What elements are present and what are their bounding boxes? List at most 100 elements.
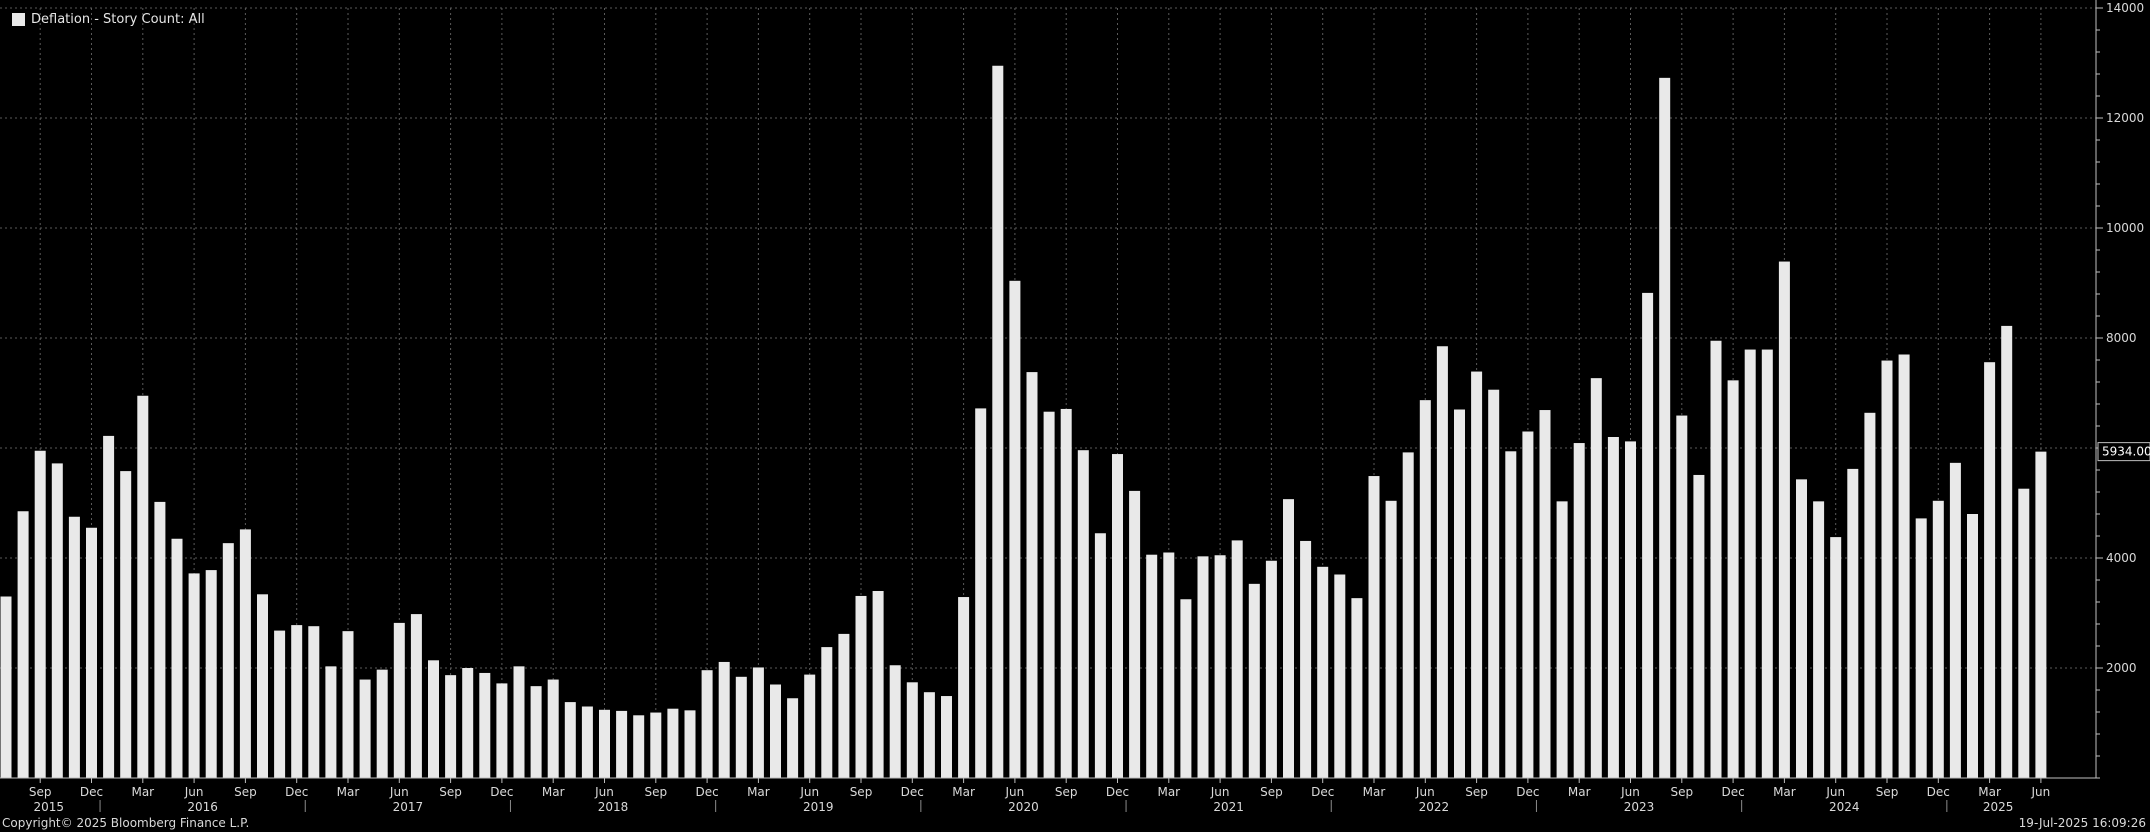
bar <box>821 647 833 778</box>
bar <box>1607 437 1619 778</box>
x-month-label: Mar <box>1363 785 1386 799</box>
x-month-label: Jun <box>389 785 409 799</box>
last-value-box <box>2097 442 2150 462</box>
bar <box>513 666 525 778</box>
x-month-label: Sep <box>1260 785 1283 799</box>
bar <box>239 529 251 778</box>
bar <box>479 672 491 778</box>
bar <box>1214 555 1226 778</box>
bar <box>1454 409 1465 778</box>
bar <box>1830 537 1842 778</box>
x-month-label: Mar <box>131 785 154 799</box>
x-year-label: 2019 <box>803 800 834 814</box>
bar <box>1402 452 1414 778</box>
x-month-label: Jun <box>1825 785 1845 799</box>
bar <box>1009 280 1021 778</box>
x-month-label: Jun <box>594 785 614 799</box>
bar <box>376 669 388 778</box>
x-month-label: Dec <box>695 785 718 799</box>
y-tick-label: 10000 <box>2106 221 2144 235</box>
x-month-label: Sep <box>850 785 873 799</box>
x-month-label: Sep <box>1876 785 1899 799</box>
bar <box>1351 598 1363 778</box>
x-year-label: 2015 <box>33 800 64 814</box>
bar <box>1522 431 1534 778</box>
y-tick-label: 8000 <box>2106 331 2137 345</box>
x-month-label: Dec <box>1516 785 1539 799</box>
bar <box>393 622 405 778</box>
bar <box>1129 490 1141 778</box>
bar <box>2035 451 2047 778</box>
bar <box>86 527 97 778</box>
x-month-label: Dec <box>285 785 308 799</box>
bar <box>274 630 286 778</box>
bar <box>2001 325 2013 778</box>
bar <box>428 660 439 778</box>
x-month-label: Dec <box>1927 785 1950 799</box>
x-month-label: Mar <box>1773 785 1796 799</box>
bar <box>1693 474 1705 778</box>
bar <box>1864 412 1876 778</box>
bar <box>1796 479 1807 778</box>
bar <box>735 676 747 778</box>
y-tick-label: 4000 <box>2106 551 2137 565</box>
x-month-label: Dec <box>1311 785 1334 799</box>
x-month-label: Mar <box>747 785 770 799</box>
bar <box>1539 410 1551 778</box>
x-month-label: Sep <box>234 785 257 799</box>
x-year-label: 2020 <box>1008 800 1039 814</box>
bar <box>1761 349 1773 778</box>
bar <box>1727 380 1739 778</box>
legend-swatch <box>12 13 25 26</box>
last-value-text: 5934.00 <box>2102 445 2150 459</box>
bar <box>1197 556 1209 778</box>
bar <box>752 667 764 778</box>
x-month-label: Sep <box>644 785 667 799</box>
bar <box>2018 488 2030 778</box>
bar <box>462 668 474 778</box>
bar <box>684 710 696 778</box>
bar <box>1385 500 1397 778</box>
bar <box>958 597 970 778</box>
x-month-label: Mar <box>1978 785 2001 799</box>
bar <box>308 626 320 778</box>
bar <box>137 395 149 778</box>
bar <box>1949 462 1961 778</box>
x-month-label: Jun <box>1415 785 1435 799</box>
bar <box>103 435 115 778</box>
x-year-label: 2017 <box>393 800 424 814</box>
bar <box>1967 514 1978 778</box>
bar <box>1676 415 1688 778</box>
copyright-text: Copyright© 2025 Bloomberg Finance L.P. <box>2 816 250 830</box>
bar <box>1419 400 1431 778</box>
y-tick-label: 14000 <box>2106 1 2144 15</box>
x-month-label: Jun <box>799 785 819 799</box>
legend-label: Deflation - Story Count: All <box>31 12 205 27</box>
bar <box>1556 501 1568 778</box>
x-month-label: Jun <box>2031 785 2051 799</box>
bar <box>1744 349 1756 778</box>
bar <box>445 675 457 778</box>
x-month-label: Jun <box>1005 785 1025 799</box>
bar <box>1659 77 1671 779</box>
x-month-label: Dec <box>901 785 924 799</box>
bar <box>1248 583 1260 778</box>
bar <box>650 712 662 778</box>
x-year-label: 2018 <box>598 800 629 814</box>
bar <box>923 692 935 778</box>
x-year-label: 2022 <box>1419 800 1450 814</box>
bar <box>1231 540 1243 778</box>
bar <box>1112 454 1123 778</box>
bar <box>171 538 183 778</box>
bar <box>1163 552 1175 778</box>
bar <box>359 679 371 778</box>
bar <box>257 594 268 778</box>
bar <box>701 670 713 778</box>
bar <box>804 674 816 778</box>
bar <box>1283 499 1294 778</box>
bar <box>34 450 46 778</box>
bar <box>1060 408 1072 778</box>
x-month-label: Dec <box>1106 785 1129 799</box>
bar <box>205 570 217 778</box>
